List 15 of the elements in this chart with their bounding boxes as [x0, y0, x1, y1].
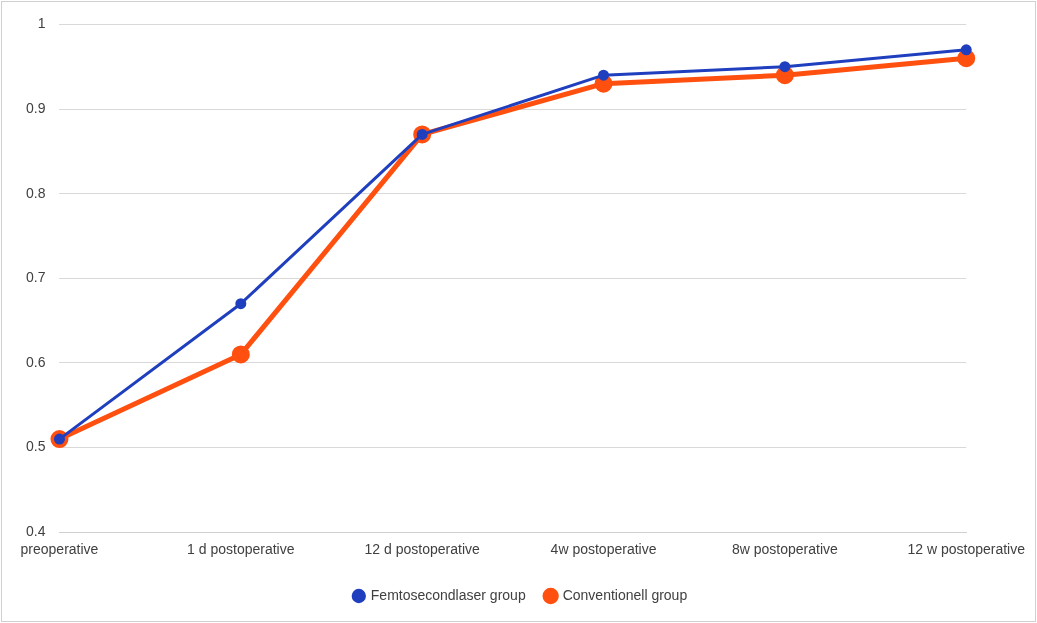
y-tick-label: 0.8 — [25, 184, 46, 201]
x-tick-label: 12 w postoperative — [907, 541, 1026, 558]
x-tick-label: 12 d postoperative — [364, 541, 480, 558]
y-tick-label: 0.6 — [25, 353, 46, 370]
y-tick-label: 0.9 — [25, 99, 46, 116]
x-tick-label: 8w postoperative — [731, 541, 839, 558]
y-tick-label: 0.5 — [25, 438, 46, 455]
legend-label: Femtosecondlaser group — [370, 586, 526, 603]
legend-label: Conventionell group — [562, 586, 688, 603]
x-tick-label: preoperative — [20, 541, 99, 558]
x-tick-label: 1 d postoperative — [187, 541, 295, 558]
y-tick-label: 0.4 — [25, 523, 46, 540]
y-tick-label: 0.7 — [25, 269, 46, 286]
x-tick-label: 4w postoperative — [550, 541, 657, 558]
y-tick-label: 1 — [37, 15, 46, 32]
